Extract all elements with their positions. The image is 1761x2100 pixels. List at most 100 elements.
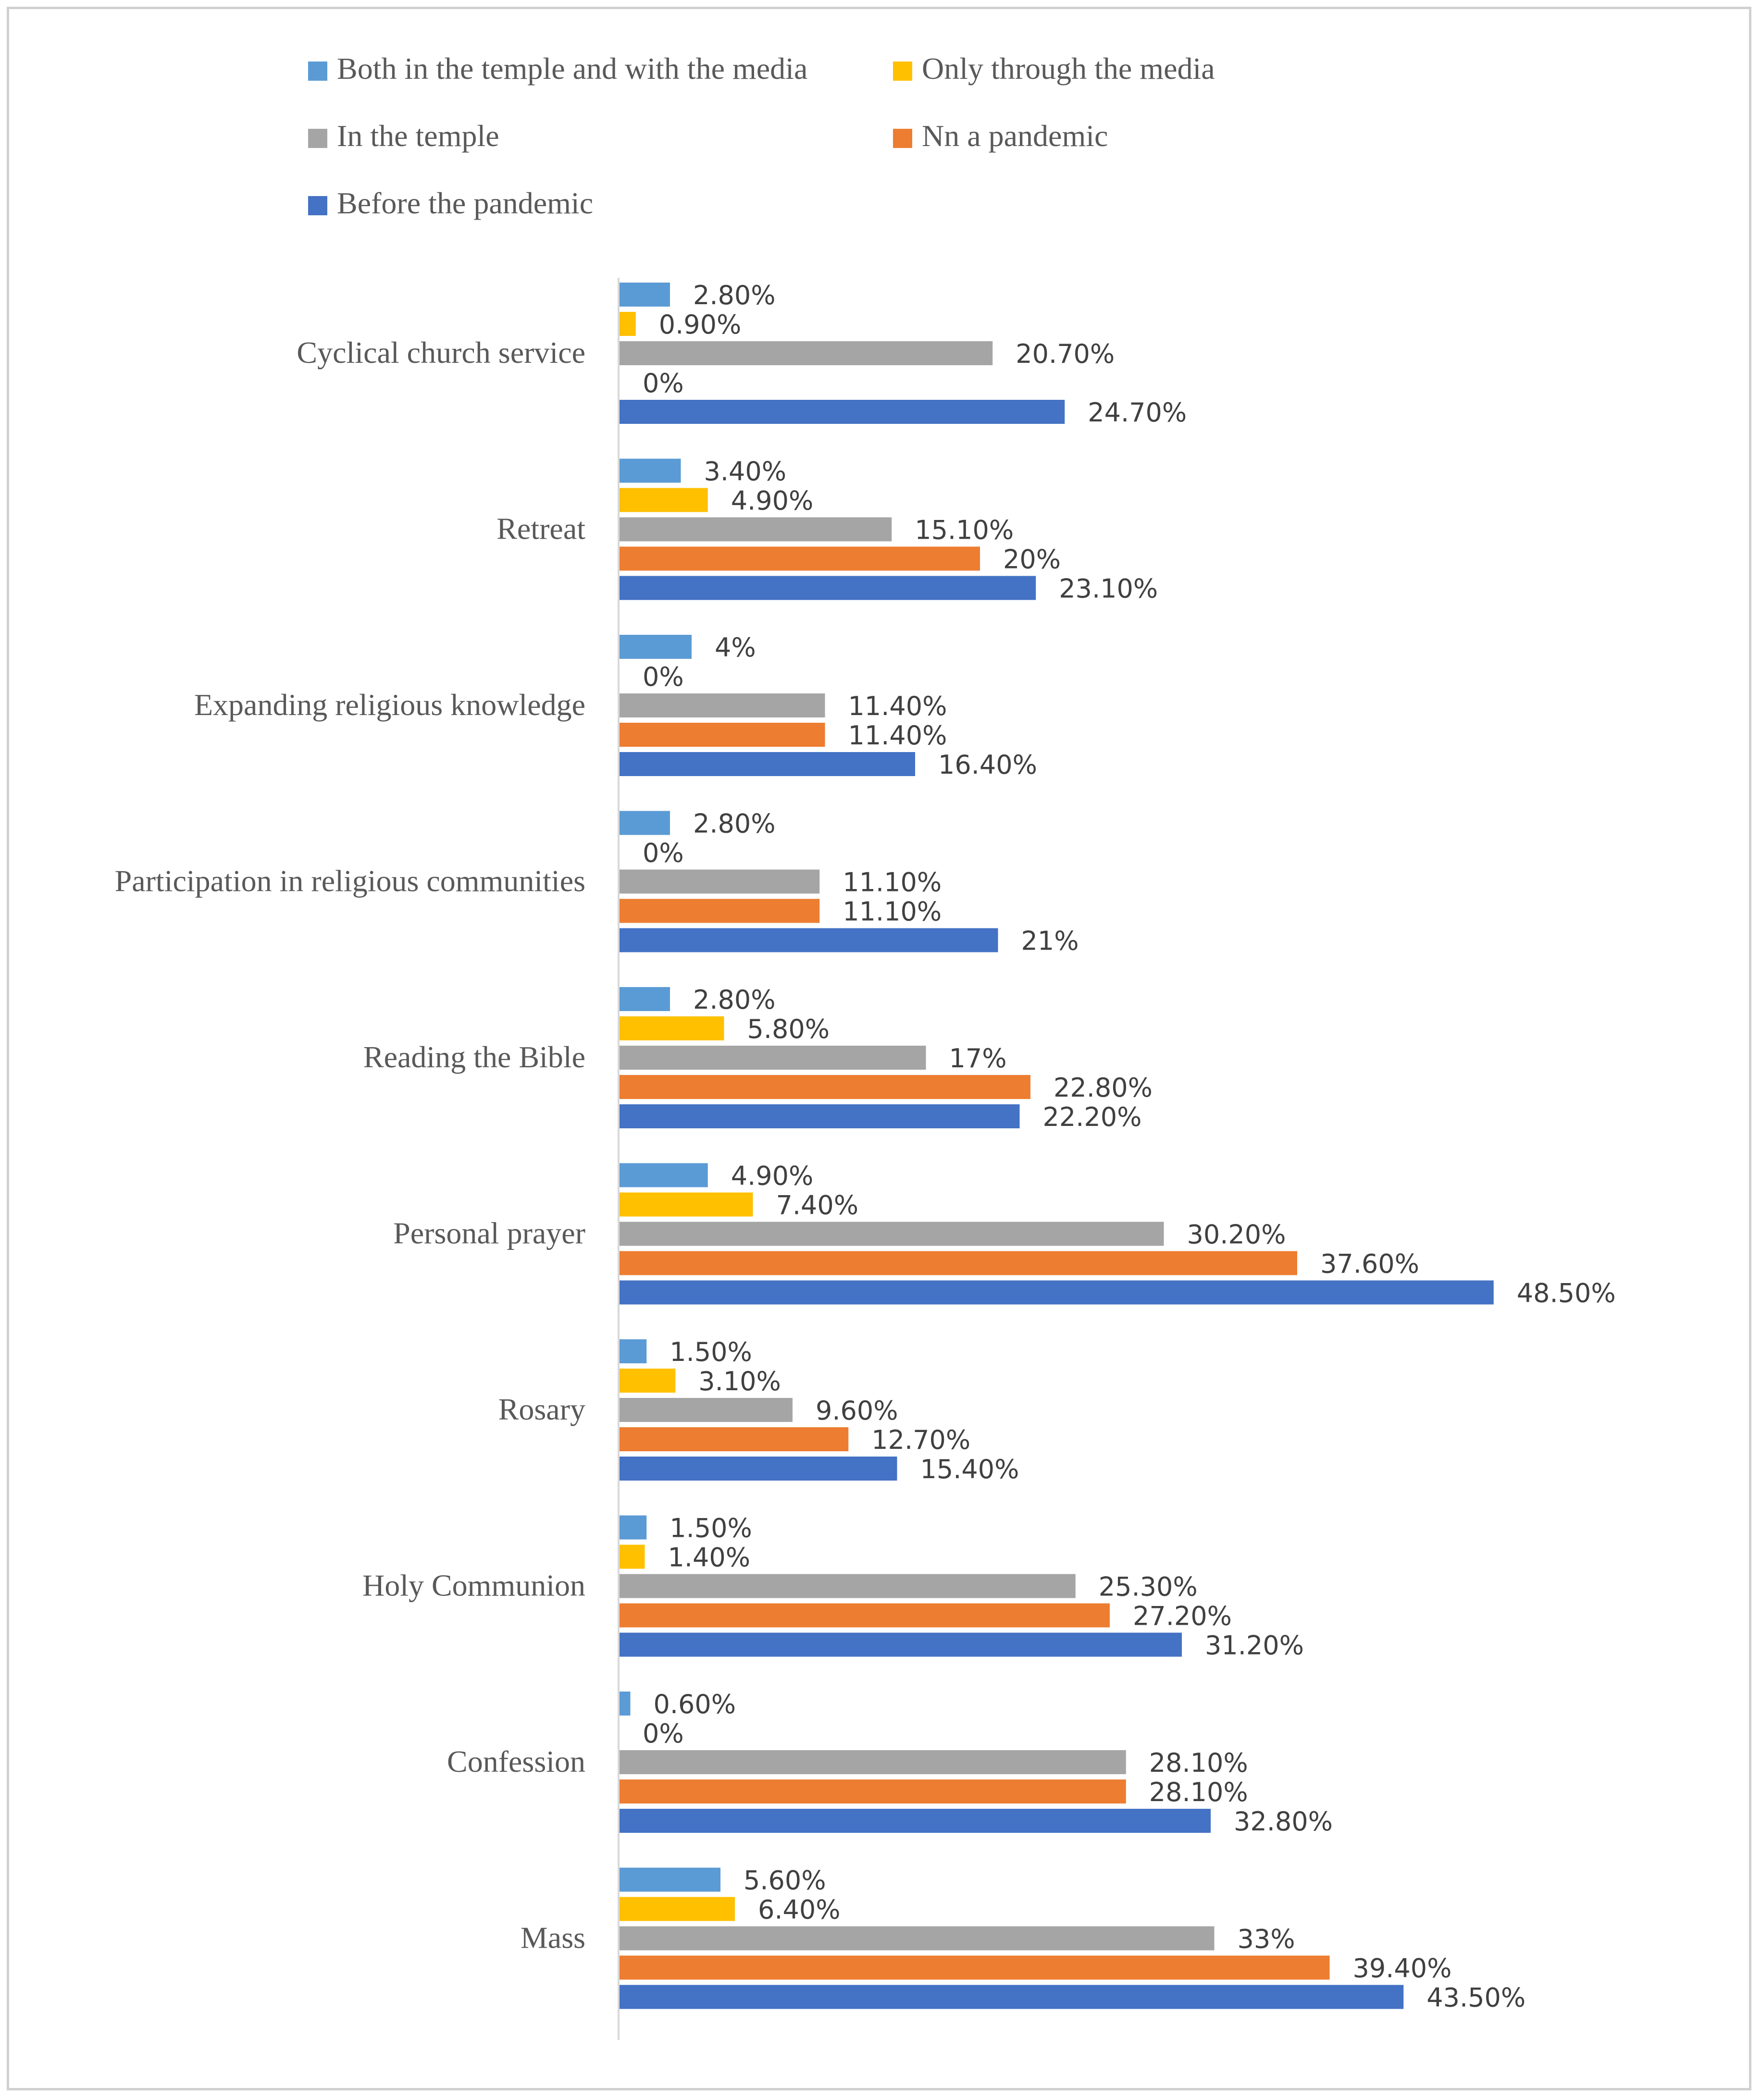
data-label: 32.80%	[1234, 1806, 1333, 1837]
data-label: 21%	[1021, 926, 1079, 956]
category-label: Holy Communion	[362, 1569, 585, 1603]
data-label: 15.40%	[920, 1454, 1019, 1484]
category-group: 5.60%6.40% 33% 39.40%43.50%	[620, 1865, 1525, 2013]
data-label: 20%	[1003, 544, 1061, 575]
bar	[620, 1750, 1126, 1774]
bar	[620, 1369, 676, 1393]
data-label: 31.20%	[1205, 1631, 1304, 1661]
bar	[620, 341, 993, 365]
bar	[620, 1926, 1215, 1951]
data-label: 17%	[949, 1043, 1007, 1074]
data-label: 11.40%	[848, 720, 947, 751]
data-label: 37.60%	[1320, 1249, 1419, 1279]
data-label: 4.90%	[731, 1161, 814, 1191]
bar	[620, 546, 980, 571]
category-group: 0.60%0%28.10%28.10%32.80%	[620, 1689, 1333, 1837]
data-label: 5.60%	[744, 1865, 826, 1896]
bar	[620, 1398, 793, 1422]
data-label: 11.40%	[848, 691, 947, 721]
data-label: 24.70%	[1088, 397, 1187, 428]
bars: 2.80%0.90%20.70%0%24.70%3.40%4.90%15.10%…	[620, 280, 1616, 2013]
legend-swatch	[893, 62, 912, 81]
category-group: 3.40%4.90% 15.10%20%23.10%	[620, 457, 1158, 604]
data-label: 0%	[643, 838, 684, 868]
bar	[620, 1809, 1211, 1833]
bar	[620, 576, 1036, 600]
legend-item: In the temple	[308, 119, 499, 153]
bar	[620, 1427, 849, 1451]
data-label: 6.40%	[758, 1895, 841, 1925]
bar	[620, 458, 681, 483]
data-label: 2.80%	[693, 809, 776, 839]
data-label: 0%	[643, 368, 684, 398]
bar	[620, 1016, 724, 1040]
bar	[620, 869, 820, 894]
legend-swatch	[893, 129, 912, 148]
data-label: 3.40%	[704, 457, 787, 487]
bar	[620, 1515, 647, 1540]
bar	[620, 635, 692, 659]
category-group: 4.90%7.40% 30.20% 37.60% 48.50%	[620, 1161, 1616, 1309]
data-label: 0.90%	[659, 309, 742, 340]
data-label: 22.20%	[1043, 1102, 1142, 1132]
category-group: 4%0%11.40%11.40%16.40%	[620, 632, 1037, 780]
legend-swatch	[308, 62, 327, 81]
data-label: 1.40%	[668, 1543, 751, 1573]
category-label: Mass	[521, 1921, 585, 1955]
category-label: Reading the Bible	[363, 1040, 585, 1074]
bar	[620, 928, 998, 952]
legend-swatch	[308, 129, 327, 148]
bar	[620, 693, 825, 717]
data-label: 22.80%	[1054, 1073, 1153, 1103]
category-label: Participation in religious communities	[115, 864, 585, 898]
data-label: 4.90%	[731, 486, 814, 516]
bar	[620, 488, 708, 512]
data-label: 5.80%	[747, 1014, 830, 1044]
data-label: 39.40%	[1353, 1953, 1452, 1984]
bar	[620, 400, 1065, 424]
data-label: 7.40%	[776, 1190, 859, 1221]
data-label: 15.10%	[915, 515, 1014, 545]
legend: Both in the temple and with the media Onl…	[308, 51, 1215, 220]
bar	[620, 811, 670, 835]
data-label: 0%	[643, 1718, 684, 1749]
bar	[620, 752, 915, 776]
legend-label: Only through the media	[922, 51, 1215, 86]
bar	[620, 1867, 720, 1892]
legend-swatch	[308, 196, 327, 215]
data-label: 28.10%	[1149, 1748, 1248, 1778]
bar	[620, 1692, 631, 1716]
legend-label: Nn a pandemic	[922, 119, 1108, 153]
category-group: 2.80%0.90% 20.70% 0% 24.70%	[620, 280, 1187, 428]
category-label: Confession	[447, 1744, 585, 1779]
category-label: Expanding religious knowledge	[194, 688, 585, 722]
data-label: 28.10%	[1149, 1777, 1248, 1807]
bar	[620, 1251, 1297, 1275]
bar	[620, 283, 670, 307]
category-label: Retreat	[496, 512, 585, 546]
data-label: 48.50%	[1517, 1278, 1616, 1309]
data-label: 3.10%	[698, 1366, 781, 1396]
category-group: 2.80%5.80% 17% 22.80%22.20%	[620, 985, 1153, 1132]
category-group: 1.50%3.10% 9.60%12.70%15.40%	[620, 1337, 1019, 1484]
bar	[620, 312, 636, 336]
category-label: Rosary	[498, 1392, 585, 1426]
legend-label: Before the pandemic	[337, 186, 593, 220]
bar	[620, 1897, 735, 1921]
legend-item: Only through the media	[893, 51, 1215, 86]
legend-item: Nn a pandemic	[893, 119, 1108, 153]
category-group: 2.80% 0% 11.10%11.10% 21%	[620, 809, 1079, 956]
data-label: 30.20%	[1187, 1220, 1286, 1250]
legend-item: Before the pandemic	[308, 186, 593, 220]
data-label: 23.10%	[1059, 574, 1158, 604]
bar	[620, 1280, 1494, 1305]
bar	[620, 1222, 1164, 1246]
bar	[620, 1985, 1404, 2009]
data-label: 12.70%	[871, 1425, 970, 1455]
legend-item: Both in the temple and with the media	[308, 51, 807, 86]
data-label: 11.10%	[843, 867, 942, 898]
data-label: 9.60%	[816, 1396, 898, 1426]
bar	[620, 1046, 926, 1070]
category-labels: Cyclical church service Retreat Expanding …	[115, 335, 586, 1955]
